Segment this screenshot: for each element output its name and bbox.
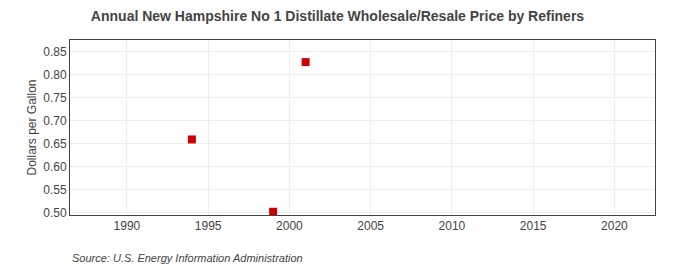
svg-text:0.70: 0.70	[43, 114, 67, 128]
svg-text:0.80: 0.80	[43, 68, 67, 82]
svg-text:2020: 2020	[601, 219, 628, 233]
svg-text:0.85: 0.85	[43, 45, 67, 59]
svg-text:2010: 2010	[439, 219, 466, 233]
svg-text:Source: U.S. Energy Informatio: Source: U.S. Energy Information Administ…	[72, 252, 303, 264]
svg-text:2005: 2005	[357, 219, 384, 233]
svg-text:Annual New Hampshire No 1 Dist: Annual New Hampshire No 1 Distillate Who…	[91, 8, 584, 24]
svg-text:2015: 2015	[520, 219, 547, 233]
svg-text:Dollars per Gallon: Dollars per Gallon	[25, 79, 39, 175]
svg-text:0.50: 0.50	[43, 206, 67, 220]
svg-text:0.55: 0.55	[43, 183, 67, 197]
svg-text:2000: 2000	[276, 219, 303, 233]
svg-text:0.75: 0.75	[43, 91, 67, 105]
svg-text:0.65: 0.65	[43, 137, 67, 151]
svg-text:1990: 1990	[114, 219, 141, 233]
svg-text:1995: 1995	[195, 219, 222, 233]
svg-text:0.60: 0.60	[43, 160, 67, 174]
